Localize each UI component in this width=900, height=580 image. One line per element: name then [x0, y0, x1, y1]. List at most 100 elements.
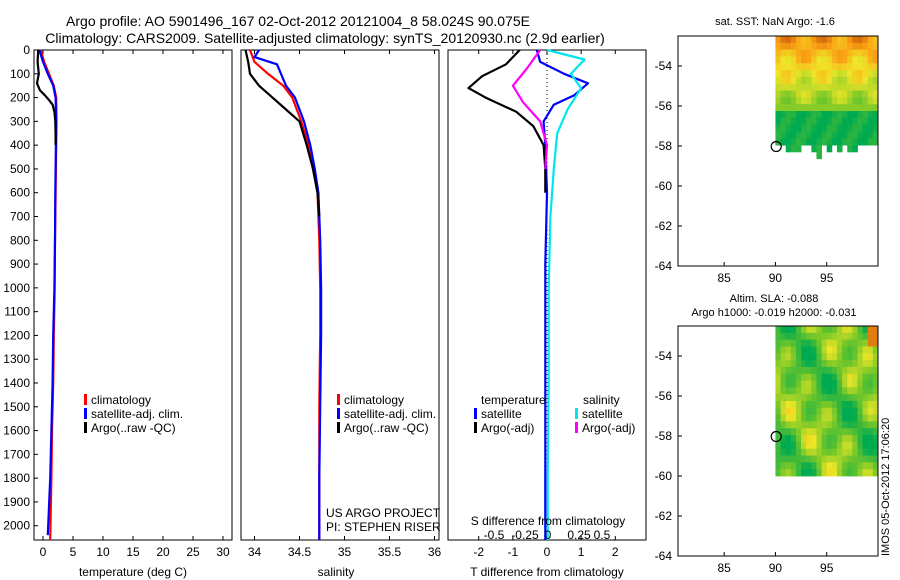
heatmap-cell [790, 70, 797, 78]
heatmap-cell [862, 138, 869, 146]
heatmap-cell [790, 394, 797, 402]
heatmap-cell [795, 63, 802, 71]
heatmap-cell [831, 421, 838, 429]
salinity-axis-label: salinity [318, 565, 355, 579]
heatmap-cell [816, 448, 822, 456]
heatmap-cell [831, 90, 838, 98]
heatmap-cell [872, 462, 879, 470]
heatmap-cell [785, 332, 792, 341]
heatmap-cell [847, 70, 853, 78]
heatmap-cell [816, 97, 822, 105]
heatmap-cell [831, 401, 838, 409]
heatmap-cell [842, 83, 848, 91]
heatmap-cell [847, 414, 853, 422]
heatmap-cell [811, 380, 817, 388]
heatmap-cell [857, 138, 864, 146]
heatmap-cell [857, 346, 864, 354]
heatmap-cell [785, 421, 792, 429]
heatmap-cell [872, 387, 879, 395]
heatmap-cell [842, 401, 848, 409]
heatmap-cell [852, 83, 858, 91]
heatmap-cell [867, 387, 874, 395]
heatmap-cell [816, 462, 822, 470]
legend-swatch-argo [84, 422, 87, 433]
heatmap-cell [857, 97, 864, 105]
heatmap-cell [831, 36, 838, 44]
heatmap-cell [821, 42, 828, 51]
heatmap-cell [826, 373, 833, 381]
y-tick-label: 1600 [3, 424, 30, 438]
heatmap-cell [785, 469, 792, 477]
y-tick-label: 100 [10, 67, 30, 81]
heatmap-cell [862, 117, 869, 126]
heatmap-cell [826, 428, 833, 436]
series-line-climatology [248, 49, 322, 540]
y-tick-label: -62 [655, 219, 673, 233]
heatmap-cell [790, 42, 797, 51]
heatmap-cell [867, 414, 874, 422]
heatmap-cell [785, 104, 792, 112]
heatmap-cell [826, 70, 833, 78]
heatmap-cell [780, 455, 787, 463]
heatmap-cell [842, 49, 848, 57]
heatmap-cell [852, 441, 858, 450]
heatmap-cell [867, 380, 874, 388]
heatmap-cell [862, 462, 869, 470]
heatmap-cell [780, 117, 787, 126]
project-annotation-line2: PI: STEPHEN RISER [326, 520, 441, 534]
heatmap-cell [836, 70, 843, 78]
heatmap-cell [795, 70, 802, 78]
heatmap-cell [795, 448, 802, 456]
heatmap-cell [867, 104, 874, 112]
heatmap-cell [811, 56, 817, 64]
heatmap-cell [816, 407, 822, 416]
heatmap-cell [847, 111, 853, 119]
heatmap-cell [872, 353, 879, 361]
heatmap-cell [826, 97, 833, 105]
heatmap-cell [826, 36, 833, 44]
heatmap-cell [867, 339, 874, 347]
heatmap-cell [790, 421, 797, 429]
legend-label-climatology: climatology [344, 393, 404, 407]
heatmap-cell [836, 111, 843, 119]
heatmap-cell [847, 462, 853, 470]
heatmap-cell [801, 346, 807, 354]
heatmap-cell [816, 346, 822, 354]
heatmap-cell [847, 131, 853, 139]
s-diff-tick-neg05: -0.5 [484, 528, 505, 542]
heatmap-cell [842, 441, 848, 450]
heatmap-cell [826, 42, 833, 51]
heatmap-cell [821, 76, 828, 85]
heatmap-cell [852, 42, 858, 51]
heatmap-cell [867, 455, 874, 463]
heatmap-cell [857, 360, 864, 368]
s-diff-tick-neg025: -0.25 [511, 528, 539, 542]
heatmap-cell [852, 394, 858, 402]
heatmap-cell [857, 373, 864, 381]
heatmap-cell [867, 428, 874, 436]
heatmap-cell [842, 428, 848, 436]
legend-swatch-s-argo [575, 422, 578, 433]
heatmap-cell [842, 76, 848, 85]
heatmap-cell [811, 42, 817, 51]
heatmap-cell [872, 63, 879, 71]
heatmap-cell [790, 441, 797, 450]
difference-series [467, 48, 590, 540]
heatmap-cell [872, 104, 879, 112]
legend-swatch-climatology [84, 394, 87, 405]
heatmap-cell [826, 131, 833, 139]
series-line-argo-raw-qc [244, 49, 321, 217]
heatmap-cell [775, 332, 781, 341]
heatmap-cell [852, 407, 858, 416]
heatmap-cell [847, 448, 853, 456]
heatmap-cell [801, 111, 807, 119]
heatmap-cell [811, 131, 817, 139]
heatmap-cell [862, 387, 869, 395]
heatmap-cell [801, 462, 807, 470]
heatmap-cell [816, 360, 822, 368]
heatmap-cell [826, 63, 833, 71]
heatmap-cell [780, 435, 787, 443]
heatmap-cell [775, 97, 781, 105]
heatmap-cell [806, 326, 812, 334]
heatmap-cell [790, 124, 797, 132]
